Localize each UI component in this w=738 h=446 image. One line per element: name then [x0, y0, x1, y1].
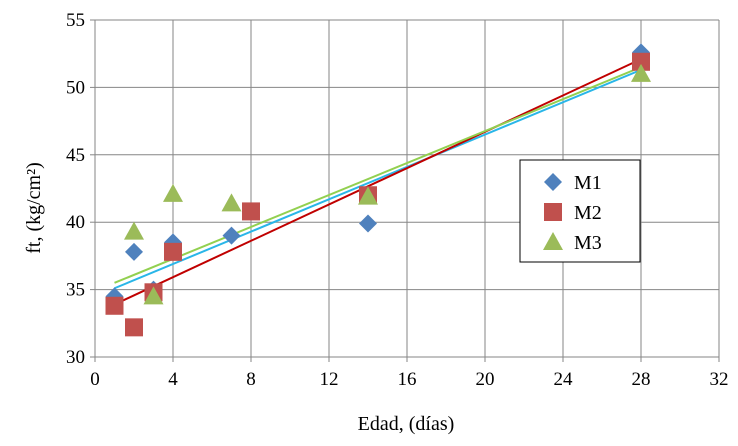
y-tick-label: 55	[66, 10, 85, 31]
legend-label-m1: M1	[574, 172, 602, 194]
x-tick-label: 4	[168, 369, 178, 390]
x-tick-label: 28	[632, 369, 651, 390]
trendline-m3	[114, 66, 642, 284]
x-tick-label: 32	[710, 369, 729, 390]
trendline-m2	[114, 58, 642, 306]
tick-labels: 0 4 8 12 16 20 24 28 32 30 35 40 45 50 55	[66, 10, 729, 390]
data-point-m3	[221, 193, 242, 212]
data-points	[105, 43, 651, 337]
data-point-m2	[242, 202, 260, 221]
x-tick-label: 8	[246, 369, 256, 390]
legend-markers	[543, 173, 563, 250]
legend-marker-m1	[544, 173, 562, 191]
y-tick-label: 35	[66, 280, 85, 301]
y-tick-label: 30	[66, 347, 85, 368]
legend-marker-m3	[543, 232, 563, 250]
y-axis-title: ft, (kg/cm²)	[23, 162, 45, 254]
data-point-m2	[105, 296, 124, 315]
data-point-m1	[222, 226, 241, 245]
data-point-m3	[124, 221, 144, 240]
data-point-m3	[143, 286, 164, 305]
x-tick-label: 24	[554, 369, 574, 390]
data-point-m3	[163, 183, 183, 202]
data-point-m2	[164, 242, 182, 261]
x-tick-label: 16	[398, 369, 417, 390]
data-point-m1	[359, 214, 377, 233]
legend: M1 M2 M3	[519, 159, 641, 263]
trendline-m1	[114, 68, 642, 290]
legend-marker-m2	[544, 203, 562, 221]
x-tick-label: 20	[476, 369, 495, 390]
data-point-m2	[125, 318, 143, 337]
x-tick-label: 0	[90, 369, 100, 390]
y-tick-label: 45	[66, 145, 85, 166]
legend-box	[519, 159, 641, 263]
data-point-m3	[358, 186, 378, 205]
data-point-m2	[632, 52, 650, 71]
y-tick-label: 40	[66, 212, 85, 233]
data-point-m1	[125, 242, 143, 261]
x-axis-title: Edad, (días)	[358, 413, 455, 435]
y-tick-label: 50	[66, 77, 85, 98]
data-point-m3	[631, 63, 651, 82]
trend-lines	[114, 58, 642, 306]
x-tick-label: 12	[320, 369, 339, 390]
legend-label-m2: M2	[574, 202, 602, 224]
legend-label-m3: M3	[574, 232, 602, 254]
